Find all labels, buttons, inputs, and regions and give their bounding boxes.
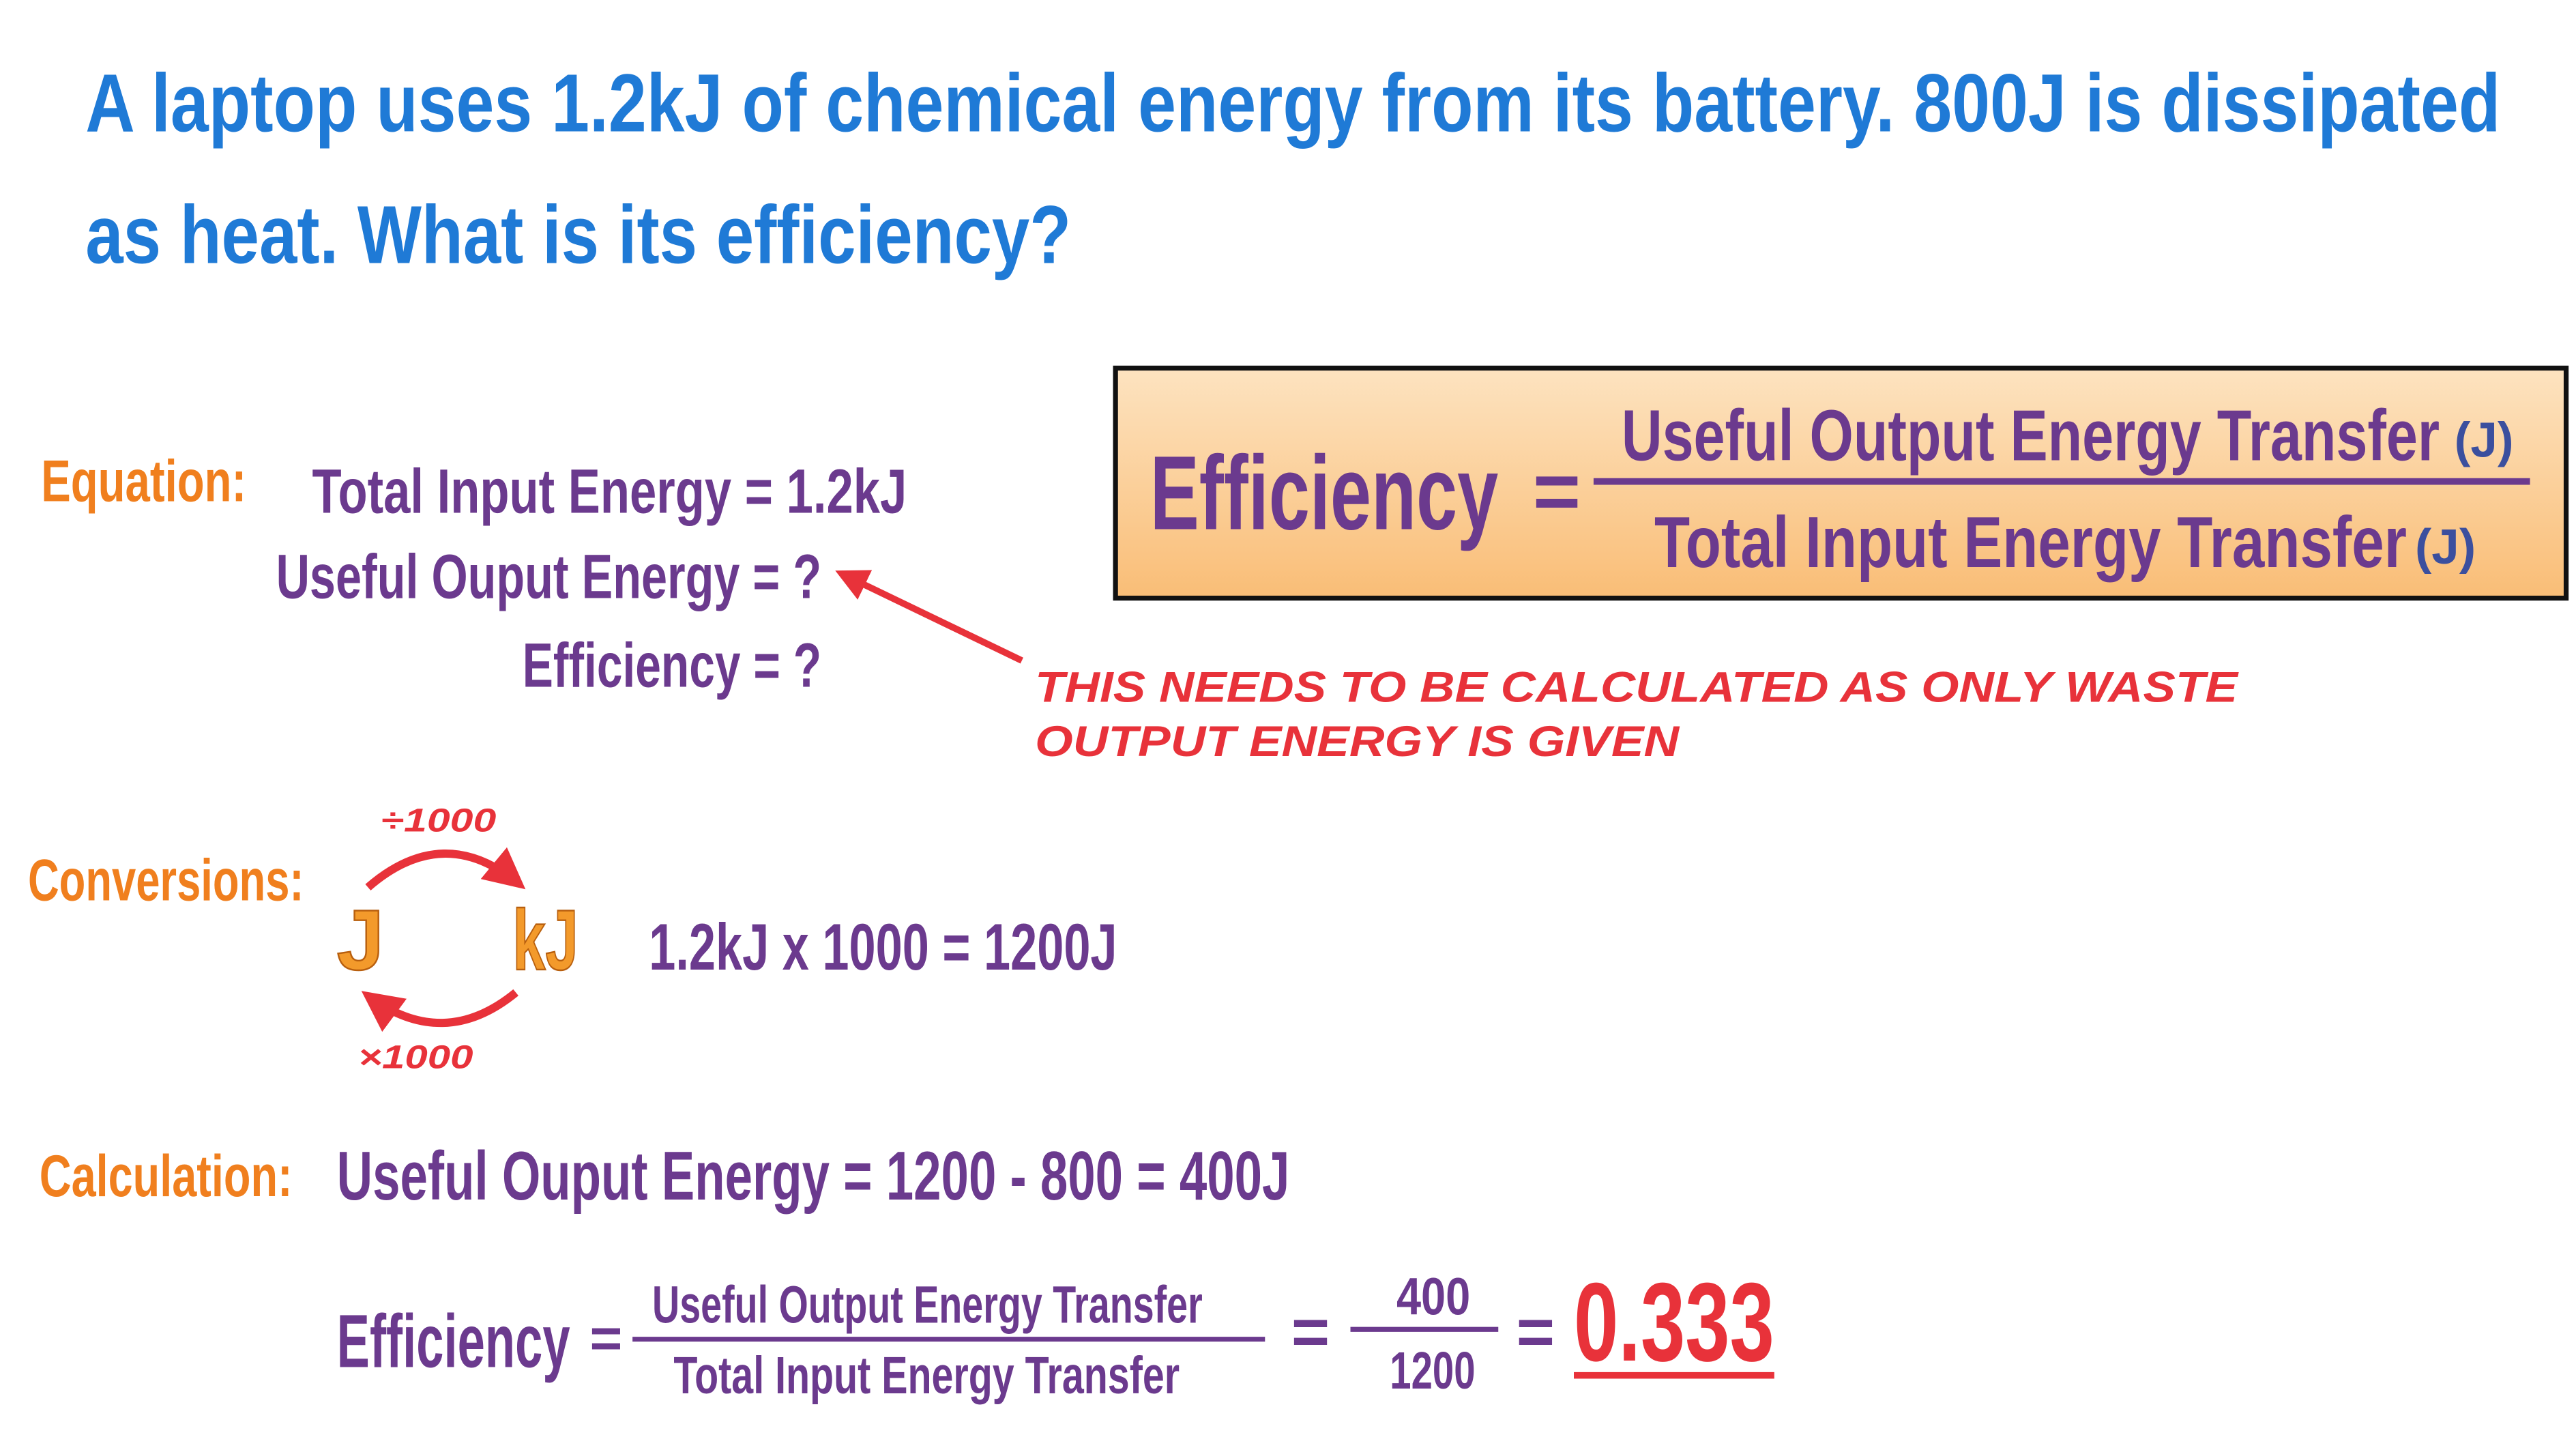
- result: 0.333: [1574, 1260, 1774, 1384]
- formula-unit: (J): [2455, 413, 2514, 468]
- calc-denominator: Total Input Energy Transfer: [673, 1346, 1180, 1405]
- equation-line: Useful Ouput Energy = ?: [276, 542, 822, 612]
- formula-equals: =: [1533, 445, 1581, 537]
- unit: kJ: [512, 892, 578, 988]
- equals: =: [1517, 1295, 1555, 1368]
- equation-line: Total Input Energy = 1.2kJ: [312, 456, 907, 526]
- section-label: Calculation:: [40, 1144, 293, 1209]
- formula-denominator: Total Input Energy Transfer: [1654, 502, 2407, 583]
- conversion-worked: 1.2kJ x 1000 = 1200J: [649, 911, 1117, 984]
- equals: =: [1291, 1295, 1330, 1368]
- unit: J: [337, 892, 385, 988]
- note-line: OUTPUT ENERGY IS GIVEN: [1035, 718, 1680, 766]
- question-line: as heat. What is its efficiency?: [85, 188, 1071, 280]
- calculation-lhs: Efficiency: [337, 1300, 570, 1384]
- section-label: Equation:: [41, 449, 246, 514]
- value-numerator: 400: [1396, 1268, 1470, 1326]
- calculation-line: Useful Ouput Energy = 1200 - 800 = 400J: [337, 1137, 1290, 1215]
- equals: =: [590, 1307, 623, 1369]
- question-line: A laptop uses 1.2kJ of chemical energy f…: [85, 57, 2500, 149]
- formula-numerator: Useful Output Energy Transfer: [1622, 395, 2440, 476]
- note-arrow: [835, 570, 1023, 664]
- calc-numerator: Useful Output Energy Transfer: [652, 1276, 1203, 1335]
- conversion-arrow: [361, 989, 518, 1032]
- conversion-arrow: [365, 847, 526, 890]
- formula-unit: (J): [2415, 520, 2476, 575]
- value-denominator: 1200: [1390, 1341, 1475, 1400]
- note-line: THIS NEEDS TO BE CALCULATED AS ONLY WAST…: [1035, 663, 2239, 711]
- section-label: Conversions:: [28, 848, 304, 914]
- formula-lhs: Efficiency: [1150, 433, 1499, 551]
- conversion-factor: ÷1000: [381, 802, 497, 839]
- equation-line: Efficiency = ?: [523, 631, 821, 701]
- conversion-factor: ×1000: [358, 1039, 473, 1075]
